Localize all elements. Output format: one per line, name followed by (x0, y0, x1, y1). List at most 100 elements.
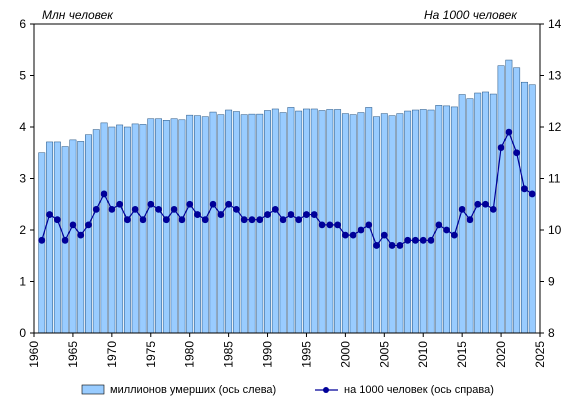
bar-2009 (412, 109, 419, 334)
line-point-1990 (264, 211, 271, 218)
line-point-2020 (497, 144, 505, 152)
bar-1978 (170, 118, 178, 334)
line-point-2016 (466, 216, 474, 224)
line-point-2009 (412, 236, 419, 244)
line-point-2001 (349, 231, 357, 239)
right-axis-title: На 1000 человек (424, 8, 518, 22)
bar-1987 (240, 114, 248, 334)
left-axis-title: Млн человек (42, 8, 114, 22)
legend-bar-swatch (81, 384, 105, 395)
line-point-1967 (85, 221, 92, 229)
line-point-1982 (201, 216, 209, 224)
bar-1988 (248, 113, 256, 334)
line-point-2015 (458, 206, 466, 213)
line-point-1994 (295, 216, 303, 224)
right-tick-label: 10 (548, 223, 562, 237)
line-point-2007 (396, 242, 404, 249)
right-tick-label: 11 (548, 172, 561, 186)
line-point-2014 (450, 231, 458, 239)
bar-2002 (357, 112, 365, 334)
bar-2003 (365, 107, 373, 334)
line-point-2024 (528, 190, 536, 198)
line-point-2000 (341, 231, 349, 239)
bar-2018 (482, 91, 489, 334)
x-tick-label: 1995 (299, 341, 313, 368)
x-tick-label: 1965 (66, 341, 80, 368)
right-tick-label: 13 (548, 69, 562, 83)
bar-2021 (505, 59, 513, 334)
bar-1969 (100, 122, 108, 334)
bar-1999 (334, 109, 342, 334)
left-axis-ticks: 0 1 2 3 4 5 6 (19, 17, 34, 340)
line-point-1987 (240, 216, 248, 224)
line-point-1975 (147, 200, 155, 208)
bar-1979 (178, 119, 186, 334)
left-tick-label: 5 (19, 69, 26, 83)
x-tick-label: 2000 (338, 341, 352, 368)
legend-bar-label: миллионов умерших (ось слева) (110, 384, 276, 396)
line-point-1961 (38, 236, 46, 244)
line-point-1974 (139, 216, 147, 224)
line-point-1969 (100, 190, 108, 198)
line-series (38, 128, 536, 249)
line-point-2023 (521, 185, 528, 193)
bar-2000 (341, 113, 349, 334)
bar-1995 (303, 108, 310, 334)
line-point-2011 (427, 236, 435, 244)
x-tick-label: 1970 (105, 341, 119, 368)
line-point-2013 (443, 226, 450, 234)
bar-1983 (209, 111, 217, 334)
line-point-1996 (310, 211, 318, 218)
line-point-1992 (279, 216, 287, 224)
bar-2010 (419, 109, 427, 334)
line-point-1984 (217, 211, 225, 218)
x-tick-label: 1990 (261, 341, 275, 368)
right-tick-label: 9 (548, 275, 555, 289)
line-path (41, 130, 533, 247)
x-tick-label: 2015 (455, 341, 469, 368)
bar-2019 (489, 93, 497, 334)
bar-1991 (271, 108, 279, 334)
bar-2015 (458, 94, 466, 334)
bar-1965 (69, 139, 77, 334)
bar-2001 (349, 114, 357, 334)
bar-1990 (264, 110, 271, 334)
bar-1972 (123, 126, 131, 334)
bar-1980 (186, 114, 194, 334)
bar-1968 (92, 129, 100, 334)
bar-1963 (53, 141, 61, 334)
bar-1985 (225, 109, 233, 334)
left-tick-label: 4 (19, 120, 26, 134)
left-tick-label: 3 (19, 172, 26, 186)
line-point-1995 (303, 211, 310, 218)
x-tick-label: 1960 (27, 341, 41, 368)
line-point-2003 (365, 221, 373, 229)
x-tick-label: 1985 (222, 341, 236, 368)
left-tick-label: 1 (19, 275, 26, 289)
bar-1977 (162, 120, 170, 334)
bar-2014 (450, 106, 458, 334)
line-point-1973 (131, 206, 139, 213)
bar-1975 (147, 118, 155, 334)
line-point-1971 (116, 200, 124, 208)
right-axis-ticks: 8 9 10 11 12 13 14 (540, 17, 562, 340)
line-point-2017 (474, 200, 482, 208)
bar-2008 (404, 110, 412, 334)
bar-2012 (435, 105, 443, 334)
line-point-2006 (388, 242, 396, 249)
bar-1962 (46, 141, 54, 334)
x-tick-label: 2010 (416, 341, 430, 368)
x-axis-ticks: 1960 1965 1970 1975 1980 1985 1990 1995 2000 2005… (27, 333, 547, 368)
line-point-2019 (489, 206, 497, 213)
bar-1984 (217, 114, 225, 334)
bar-1998 (326, 109, 334, 334)
right-tick-label: 8 (548, 326, 555, 340)
bar-1970 (108, 126, 116, 334)
right-tick-label: 12 (548, 120, 562, 134)
legend-line-marker (323, 387, 329, 393)
bar-1967 (85, 134, 92, 334)
line-point-1999 (334, 221, 341, 229)
right-tick-label: 14 (548, 17, 562, 31)
bar-2024 (528, 84, 536, 334)
line-point-1977 (162, 216, 170, 224)
